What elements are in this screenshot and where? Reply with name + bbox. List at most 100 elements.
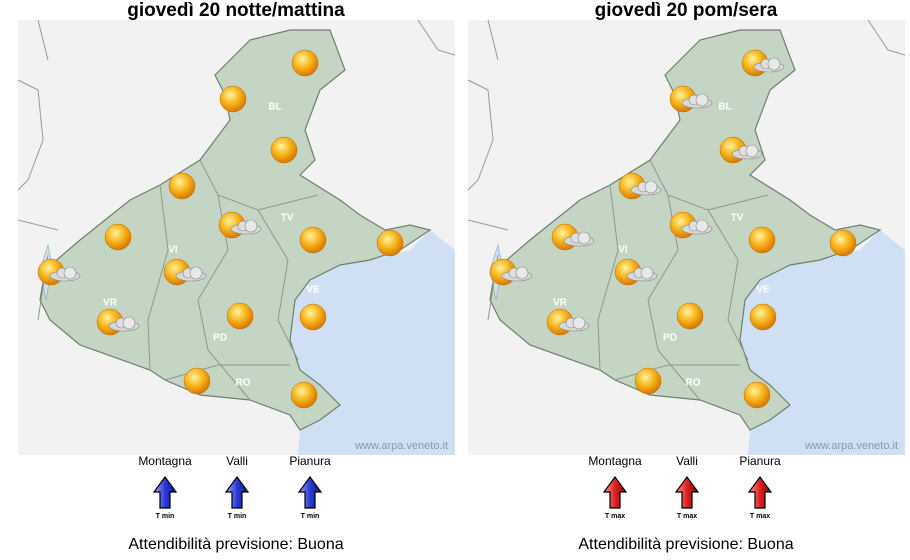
measure-label: T max (677, 513, 697, 520)
map-panel: BL TV VI VR VE PD RO www.arpa.veneto.it (467, 19, 906, 455)
sun-icon (749, 303, 777, 331)
panel-title: giovedì 20 pom/sera (595, 0, 778, 21)
sun-cloud-icon (163, 258, 207, 286)
cloud (745, 144, 759, 158)
sun-cloud-icon (618, 172, 662, 200)
sun (168, 172, 196, 200)
province-label: VE (306, 285, 320, 296)
neighbor-border (17, 19, 456, 231)
province-label: TV (731, 213, 744, 224)
province-label: VI (618, 245, 628, 256)
trend-arrow (297, 475, 323, 509)
sun-icon (376, 229, 404, 257)
trend-arrow (152, 475, 178, 509)
cloud (572, 316, 586, 330)
sun (291, 49, 319, 77)
province-border (164, 364, 290, 381)
measure-label: T max (605, 513, 625, 520)
sun-cloud-icon (37, 258, 81, 286)
sun (219, 85, 247, 113)
sun (829, 229, 857, 257)
measure-label: T max (750, 513, 770, 520)
watermark: www.arpa.veneto.it (354, 440, 448, 452)
cloud (695, 93, 709, 107)
measure-label: T min (228, 513, 247, 520)
province-label: VE (756, 285, 770, 296)
cloud (640, 266, 654, 280)
province-label: RO (236, 378, 251, 389)
sun-icon (168, 172, 196, 200)
sun-icon (743, 381, 771, 409)
zone-label: Pianura (739, 454, 781, 468)
province-label: PD (213, 333, 227, 344)
sun-icon (634, 367, 662, 395)
cloud (122, 316, 136, 330)
neighbor-border (467, 19, 906, 231)
sun-icon (183, 367, 211, 395)
sea (290, 230, 455, 455)
sea (740, 230, 905, 455)
sun-icon (219, 85, 247, 113)
province-border (597, 184, 619, 371)
cloud (189, 266, 203, 280)
sun (226, 302, 254, 330)
sun (299, 226, 327, 254)
province-border (614, 364, 740, 381)
sun-cloud-icon (96, 308, 140, 336)
sun-icon (299, 226, 327, 254)
province-label: PD (663, 333, 677, 344)
sun-icon (290, 381, 318, 409)
trend-arrow (747, 475, 773, 509)
province-label: RO (686, 378, 701, 389)
measure-label: T min (156, 513, 175, 520)
province-label: VR (553, 298, 568, 309)
sun-icon (226, 302, 254, 330)
sun-icon (748, 226, 776, 254)
province-label: BL (718, 102, 731, 113)
zone-label: Pianura (289, 454, 331, 468)
sun-cloud-icon (546, 308, 590, 336)
province-border (649, 159, 769, 211)
sun (634, 367, 662, 395)
sun-cloud-icon (669, 85, 713, 113)
sun (183, 367, 211, 395)
sun-cloud-icon (669, 211, 713, 239)
map-panel: BL TV VI VR VE PD RO www.arpa.veneto.it (17, 19, 456, 455)
cloud (767, 57, 781, 71)
zone-label: Montagna (138, 454, 192, 468)
cloud (577, 231, 591, 245)
province-border (707, 209, 749, 361)
sun-icon (291, 49, 319, 77)
sun-cloud-icon (551, 223, 595, 251)
province-label: TV (281, 213, 294, 224)
sun-icon (299, 303, 327, 331)
measure-label: T min (301, 513, 320, 520)
sun (743, 381, 771, 409)
sun-icon (676, 302, 704, 330)
zone-label: Valli (226, 454, 248, 468)
sun-cloud-icon (218, 211, 262, 239)
province-border (147, 184, 169, 371)
trend-arrow (224, 475, 250, 509)
sun-icon (270, 136, 298, 164)
province-border (199, 159, 319, 211)
sun-icon (104, 223, 132, 251)
cloud (695, 219, 709, 233)
sun (290, 381, 318, 409)
cloud (244, 219, 258, 233)
sun (676, 302, 704, 330)
watermark: www.arpa.veneto.it (804, 440, 898, 452)
province-label: BL (268, 102, 281, 113)
sun (749, 303, 777, 331)
reliability: Attendibilità previsione: Buona (578, 536, 793, 553)
sun (299, 303, 327, 331)
trend-arrow (602, 475, 628, 509)
sun-cloud-icon (614, 258, 658, 286)
cloud (644, 180, 658, 194)
cloud (515, 266, 529, 280)
panel-title: giovedì 20 notte/mattina (127, 0, 345, 21)
sun-cloud-icon (489, 258, 533, 286)
province-label: VI (168, 245, 178, 256)
cloud (63, 266, 77, 280)
